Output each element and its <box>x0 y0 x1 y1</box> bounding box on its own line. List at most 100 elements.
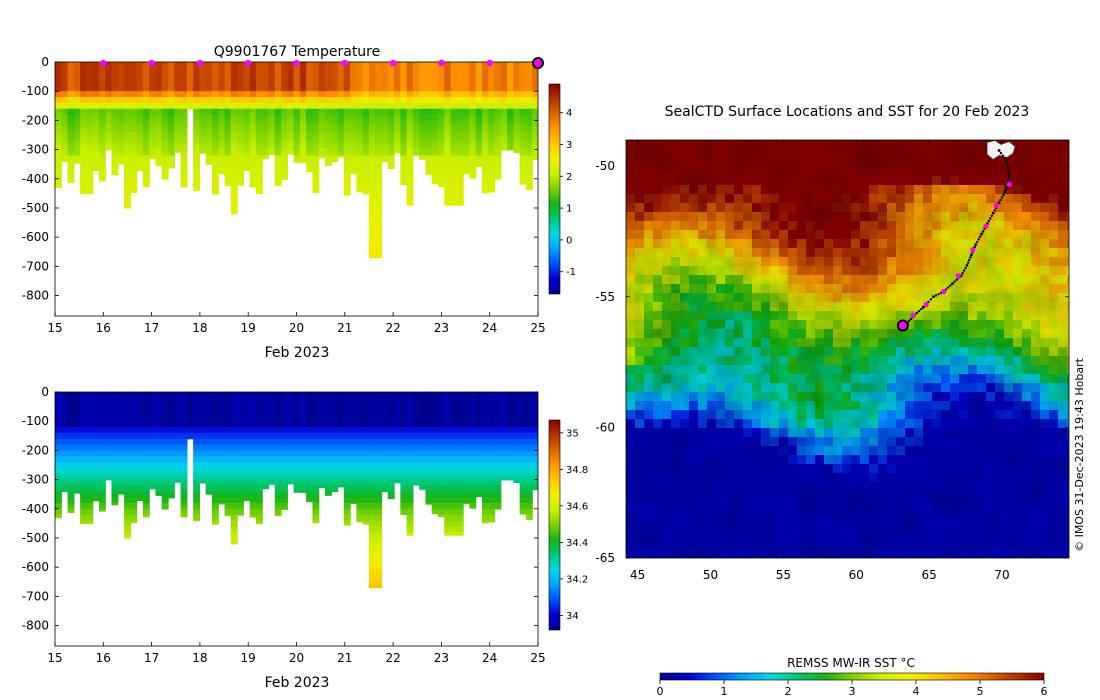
sst-cell <box>833 212 843 222</box>
temperature-cell <box>400 62 408 69</box>
temperature-cell <box>293 85 301 92</box>
sst-cell <box>824 266 834 276</box>
sst-cell <box>662 383 672 393</box>
temperature-cell <box>318 132 326 139</box>
sst-cell <box>761 446 771 456</box>
salinity-cell <box>161 432 169 440</box>
salinity-cell <box>431 438 439 446</box>
sst-cell <box>635 194 645 204</box>
temperature-cell <box>92 149 100 157</box>
salinity-cell <box>532 462 538 469</box>
sst-cell <box>914 239 924 249</box>
temperature-cell <box>124 67 131 75</box>
salinity-cell <box>532 427 538 434</box>
sst-cell <box>761 320 771 330</box>
salinity-cell <box>174 392 182 399</box>
salinity-cell <box>312 508 320 516</box>
sst-cell <box>842 275 852 285</box>
sst-cell <box>698 176 708 186</box>
sst-cell <box>923 266 933 276</box>
salinity-cell <box>117 427 125 434</box>
sst-cell <box>1022 140 1032 150</box>
sst-cell <box>680 230 690 240</box>
sst-cell <box>1040 365 1050 375</box>
temperature-cell <box>105 114 113 121</box>
sst-cell <box>698 428 708 438</box>
sst-cell <box>887 320 897 330</box>
temperature-cell <box>224 155 232 162</box>
temperature-cell <box>500 114 508 121</box>
sst-cell <box>995 329 1005 339</box>
salinity-cell <box>86 508 94 516</box>
sst-cell <box>977 275 987 285</box>
sst-cell <box>851 293 861 303</box>
sst-cell <box>752 437 762 447</box>
temperature-colorbar-tick-label: 4 <box>566 108 572 119</box>
salinity-cell <box>142 450 150 457</box>
salinity-cell <box>199 450 207 457</box>
salinity-cell <box>61 432 69 440</box>
temperature-cell <box>281 67 288 75</box>
temperature-cell <box>193 97 201 104</box>
temperature-cell <box>350 132 357 139</box>
temperature-cell <box>532 79 538 86</box>
sst-cell <box>1022 437 1032 447</box>
sst-cell <box>1049 158 1059 168</box>
sst-cell <box>1004 221 1014 231</box>
temperature-cell <box>211 137 219 145</box>
salinity-cell <box>394 403 401 411</box>
salinity-cell <box>324 450 332 457</box>
sst-cell <box>968 383 978 393</box>
temperature-cell <box>406 132 414 139</box>
salinity-cell <box>337 409 345 416</box>
temperature-cell <box>532 143 538 151</box>
temperature-cell <box>375 91 383 98</box>
temperature-cell <box>230 62 238 69</box>
sst-cell <box>905 167 915 177</box>
temperature-cell <box>488 132 496 139</box>
sst-cell <box>662 158 672 168</box>
temperature-cell <box>343 120 351 127</box>
sst-cell <box>680 410 690 420</box>
salinity-cell <box>312 409 320 416</box>
sst-cell <box>653 149 663 159</box>
temperature-cell <box>237 62 244 69</box>
salinity-cell <box>444 502 452 510</box>
salinity-cell <box>350 479 357 487</box>
salinity-cell <box>299 415 307 422</box>
sst-cell <box>950 140 960 150</box>
salinity-cell <box>161 467 169 475</box>
sst-cell <box>941 167 951 177</box>
temperature-cell <box>368 190 376 197</box>
sst-cell <box>968 257 978 267</box>
sst-cell <box>959 338 969 348</box>
sst-cell <box>842 284 852 294</box>
salinity-cell <box>262 444 270 451</box>
sst-cell <box>716 239 726 249</box>
temperature-cell <box>80 85 87 92</box>
temperature-cell <box>306 137 314 145</box>
salinity-cell <box>111 485 119 492</box>
temperature-cell <box>406 196 414 203</box>
temperature-cell <box>199 102 207 110</box>
temperature-cell <box>243 67 251 75</box>
salinity-cell <box>67 427 75 434</box>
sst-cell <box>977 374 987 384</box>
temperature-cell <box>61 161 69 162</box>
sst-cell <box>797 185 807 195</box>
salinity-cell <box>262 467 270 475</box>
temperature-cell <box>450 114 458 121</box>
salinity-cell <box>130 514 138 522</box>
temperature-cell <box>463 85 471 92</box>
sst-cell <box>833 149 843 159</box>
temperature-cell <box>375 120 383 127</box>
sst-cell <box>671 140 681 150</box>
salinity-cell <box>375 409 383 416</box>
sst-cell <box>743 311 753 321</box>
sst-cell <box>788 194 798 204</box>
temperature-cell <box>174 91 182 98</box>
salinity-cell <box>306 427 314 434</box>
temperature-cell <box>299 149 307 157</box>
sst-cell <box>797 140 807 150</box>
salinity-cell <box>117 421 125 428</box>
